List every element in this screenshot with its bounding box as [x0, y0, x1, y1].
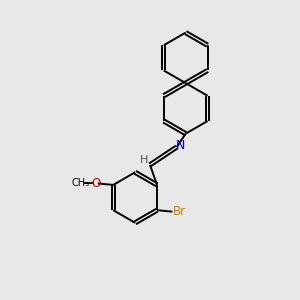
Text: H: H	[140, 154, 148, 164]
Text: N: N	[176, 139, 185, 152]
Text: Br: Br	[172, 205, 186, 218]
Text: CH₃: CH₃	[72, 178, 90, 188]
Text: O: O	[92, 177, 101, 190]
